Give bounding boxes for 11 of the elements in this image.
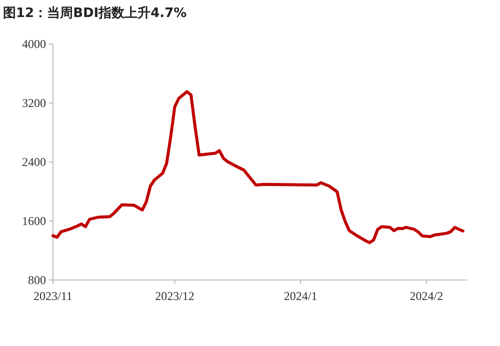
x-tick-label: 2024/2 (410, 289, 444, 303)
y-tick-label: 1600 (22, 214, 46, 228)
chart-title: 图12：当周BDI指数上升4.7% (3, 5, 187, 21)
y-tick-label: 3200 (22, 96, 46, 110)
x-tick-label: 2023/11 (34, 289, 72, 303)
line-series (52, 90, 464, 244)
x-tick-label: 2024/1 (284, 289, 318, 303)
y-tick-label: 800 (28, 273, 46, 287)
y-tick-label: 4000 (22, 37, 46, 51)
y-tick-label: 2400 (22, 155, 46, 169)
x-tick-label: 2023/12 (155, 289, 194, 303)
